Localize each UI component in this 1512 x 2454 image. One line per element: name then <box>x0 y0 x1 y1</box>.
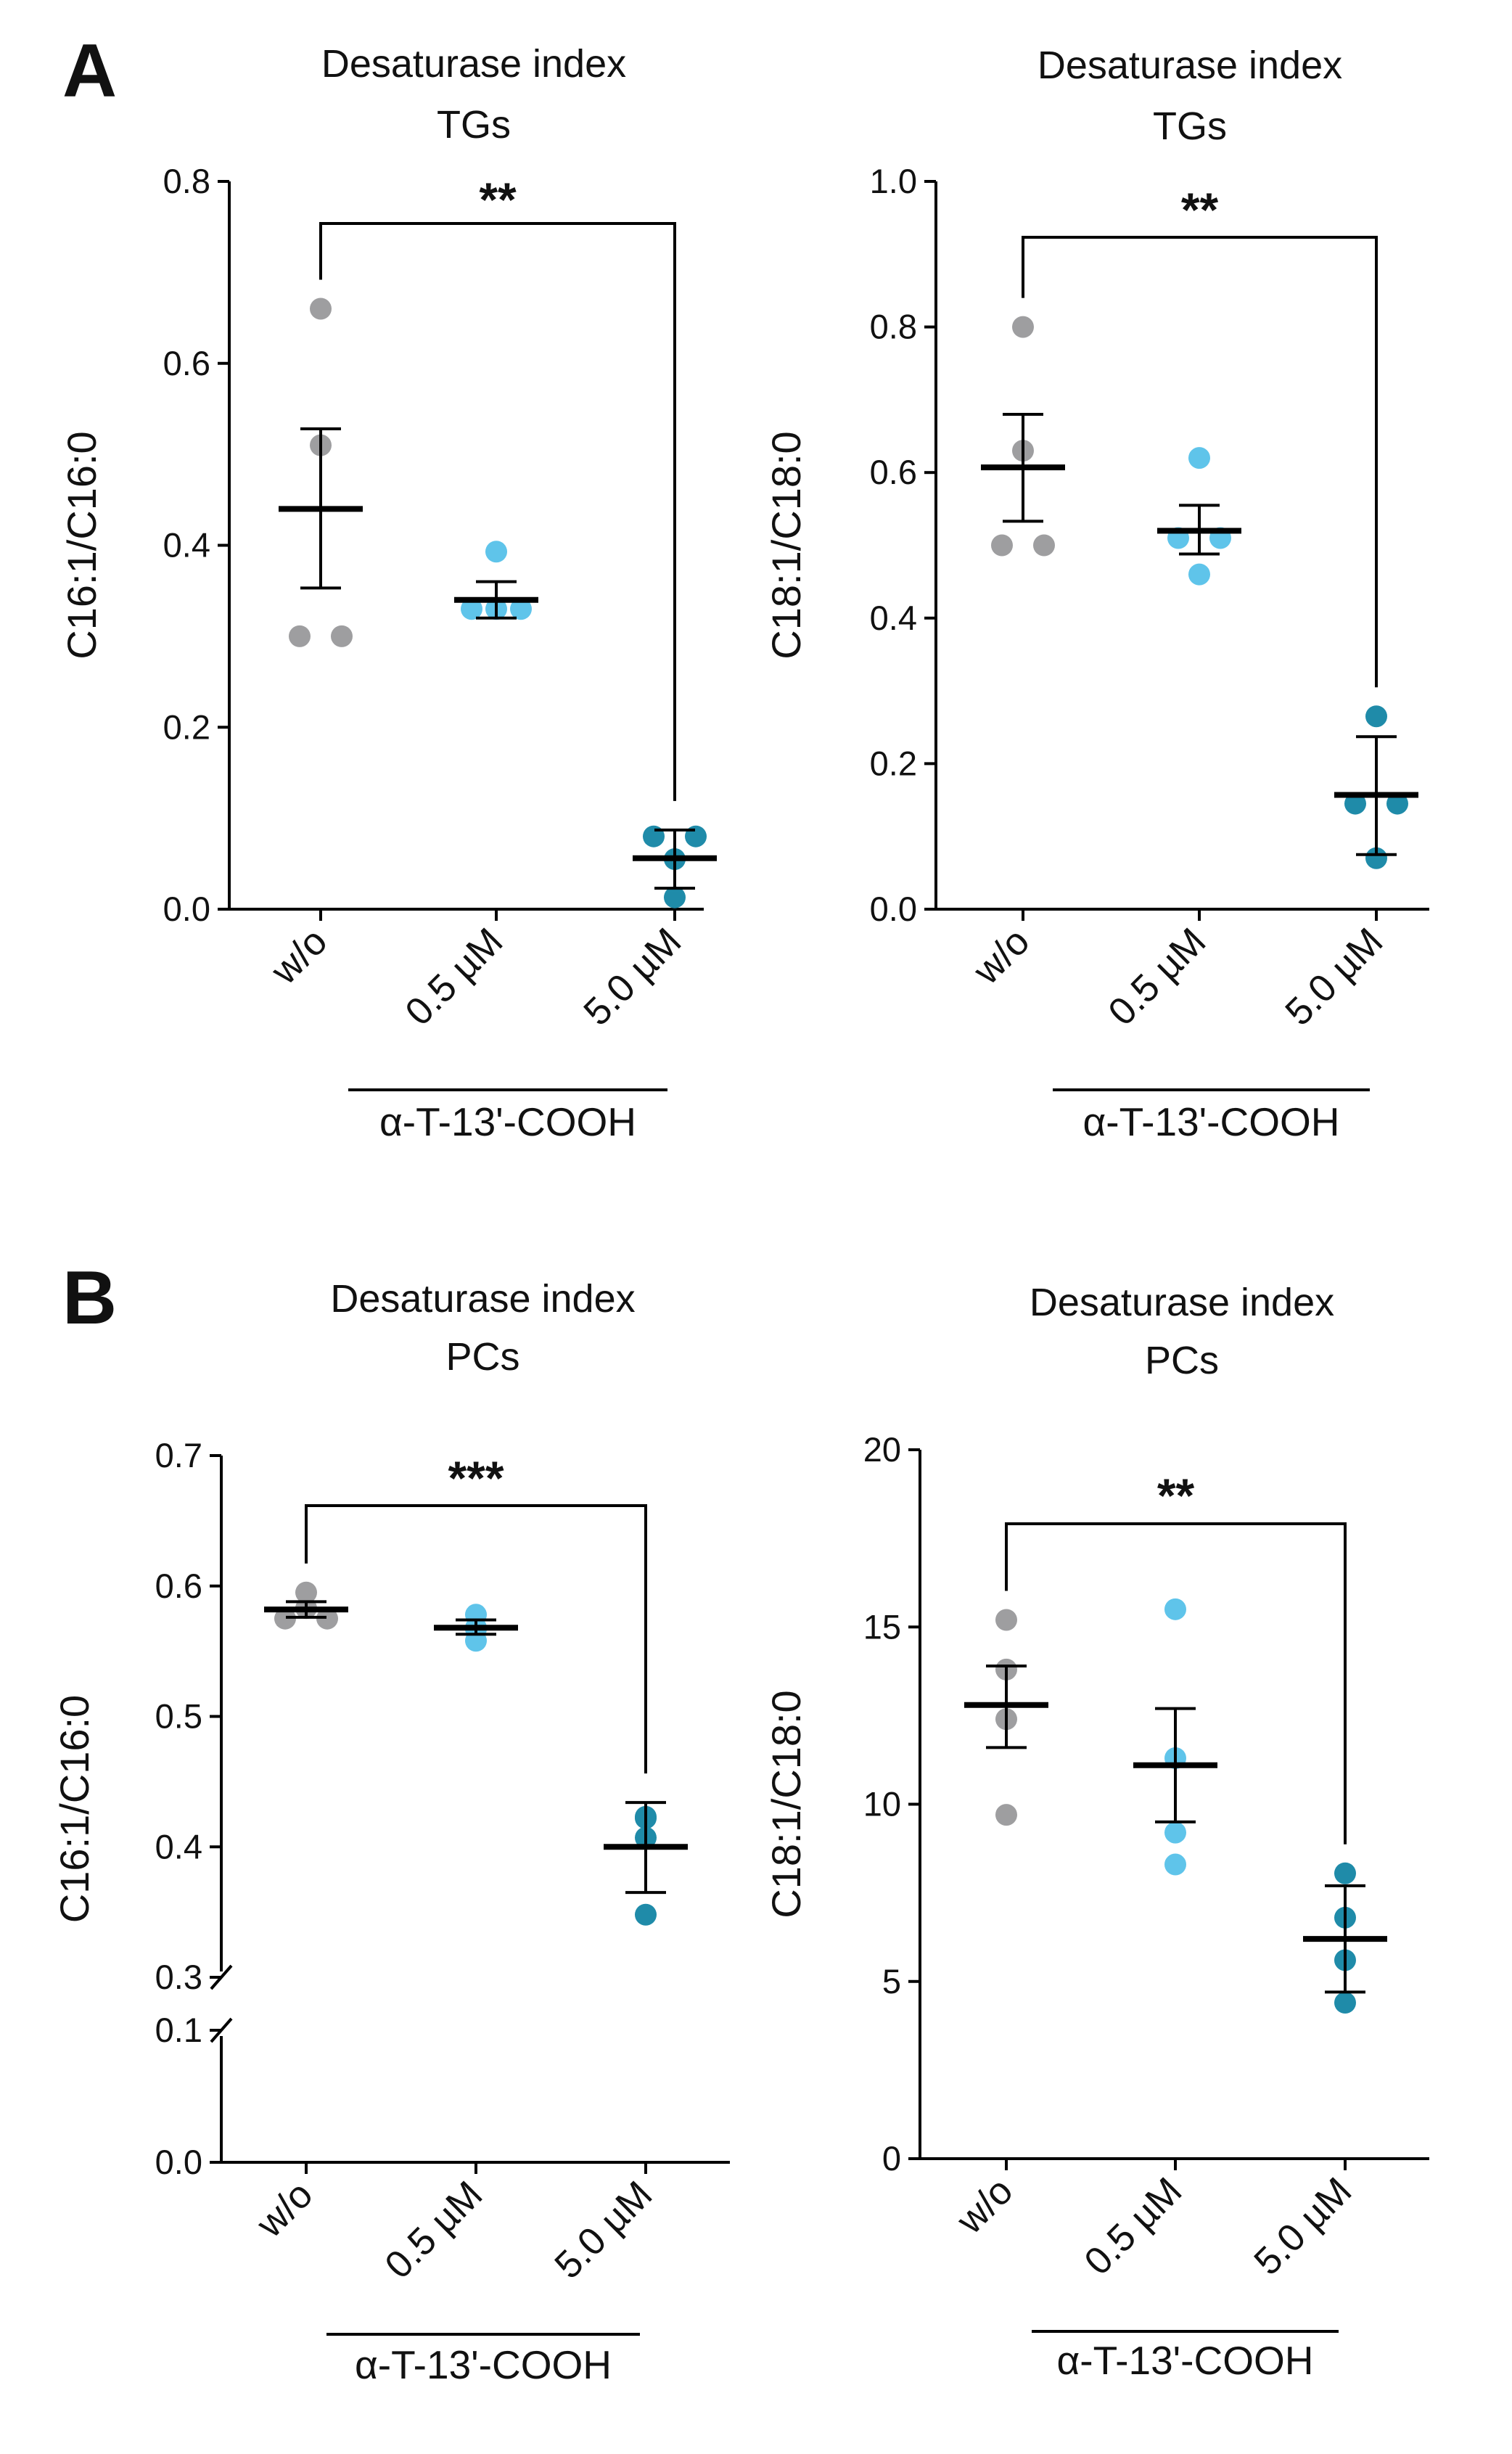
x-tick-label: 5.0 µM <box>546 2173 660 2287</box>
data-point <box>289 625 311 647</box>
chart-title: TGs <box>437 103 511 147</box>
y-tick-label: 0.4 <box>155 1827 202 1866</box>
y-tick-label: 0.4 <box>870 599 917 637</box>
y-axis-label: C18:1/C18:0 <box>763 1690 809 1918</box>
y-tick-label: 15 <box>863 1607 901 1646</box>
panel-letter-b: B <box>62 1256 117 1340</box>
y-tick-label: 0.0 <box>155 2143 202 2181</box>
y-axis-label: C18:1/C18:0 <box>763 431 809 659</box>
chart-4: Desaturase index PCs C18:1/C18:0 0 5 10 15 20 w/… <box>763 1281 1429 2383</box>
significance-bracket <box>1005 1522 1347 1844</box>
y-tick-label: 0.2 <box>870 744 917 782</box>
y-axis-label: C16:1/C16:0 <box>52 1695 97 1923</box>
data-point <box>635 1903 657 1926</box>
significance-bracket <box>1022 236 1378 688</box>
group-label: α-T-13'-COOH <box>355 2342 612 2387</box>
y-tick-label: 0.8 <box>870 308 917 346</box>
x-tick-label: 5.0 µM <box>1246 2170 1360 2283</box>
chart-title: PCs <box>445 1335 519 1379</box>
x-tick-label: w/o <box>263 920 336 993</box>
chart-title: Desaturase index <box>330 1277 635 1321</box>
y-tick-label: 0.4 <box>163 526 210 565</box>
data-point <box>1033 534 1055 557</box>
y-tick-label: 0.5 <box>155 1697 202 1736</box>
data-point <box>295 1581 317 1604</box>
x-tick-label: 5.0 µM <box>1277 920 1391 1034</box>
y-tick-label: 0 <box>882 2139 901 2178</box>
data-point <box>1344 792 1366 815</box>
data-point <box>1334 1992 1356 2014</box>
y-tick-label: 0.8 <box>163 162 210 200</box>
x-tick-label: w/o <box>948 2170 1022 2243</box>
data-point <box>1365 705 1387 728</box>
data-point <box>664 886 686 908</box>
data-point <box>1188 563 1210 586</box>
y-axis-label: C16:1/C16:0 <box>59 431 104 659</box>
data-point <box>1164 1853 1186 1876</box>
data-point <box>461 598 482 620</box>
data-point <box>310 297 332 320</box>
data-point <box>995 1804 1017 1826</box>
data-point <box>274 1607 296 1630</box>
y-tick-label: 0.3 <box>155 1958 202 1996</box>
chart-title: Desaturase index <box>321 42 626 86</box>
x-tick-label: w/o <box>965 920 1038 993</box>
data-point <box>1188 447 1210 469</box>
significance-bracket <box>305 1504 647 1774</box>
y-tick-label: 10 <box>863 1785 901 1823</box>
x-tick-label: 0.5 µM <box>377 2173 490 2287</box>
y-tick-label: 0.7 <box>155 1436 202 1474</box>
data-point <box>1334 1862 1356 1884</box>
group-label: α-T-13'-COOH <box>1057 2338 1314 2383</box>
y-tick-label: 0.1 <box>155 2011 202 2049</box>
data-point <box>510 598 532 620</box>
chart-title: PCs <box>1145 1339 1219 1382</box>
y-tick-label: 0.0 <box>163 890 210 928</box>
significance-label: ** <box>479 173 517 226</box>
data-point <box>1012 316 1034 338</box>
data-point <box>1386 792 1408 815</box>
data-point <box>995 1609 1017 1631</box>
data-point <box>1164 1598 1186 1620</box>
group-label: α-T-13'-COOH <box>1083 1099 1340 1144</box>
y-tick-label: 0.6 <box>163 344 210 382</box>
significance-label: ** <box>1181 183 1219 237</box>
chart-1: Desaturase index TGs C16:1/C16:0 0.0 0.2 0.4 0… <box>59 42 717 1144</box>
chart-title: Desaturase index <box>1038 44 1342 87</box>
x-tick-label: 5.0 µM <box>575 920 689 1034</box>
y-tick-label: 1.0 <box>870 162 917 200</box>
x-tick-label: 0.5 µM <box>1076 2170 1190 2283</box>
data-point <box>1164 1821 1186 1844</box>
chart-title: Desaturase index <box>1030 1281 1334 1324</box>
significance-bracket <box>319 222 676 801</box>
y-tick-label: 0.2 <box>163 707 210 746</box>
y-tick-label: 0.6 <box>155 1567 202 1605</box>
data-point <box>331 625 353 647</box>
group-label: α-T-13'-COOH <box>379 1099 636 1144</box>
data-point <box>991 534 1013 557</box>
significance-label: *** <box>448 1451 504 1505</box>
x-tick-label: 0.5 µM <box>1100 920 1214 1034</box>
data-point <box>485 541 507 563</box>
y-tick-label: 0.6 <box>870 453 917 491</box>
y-tick-label: 0.0 <box>870 890 917 928</box>
x-tick-label: w/o <box>248 2173 321 2246</box>
y-tick-label: 5 <box>882 1962 901 2000</box>
x-tick-label: 0.5 µM <box>397 920 511 1034</box>
data-point <box>316 1607 338 1630</box>
y-tick-label: 20 <box>863 1430 901 1469</box>
chart-3: Desaturase index PCs C16:1/C16:0 0.0 0.1 0.3 0… <box>52 1277 730 2387</box>
significance-label: ** <box>1157 1469 1195 1522</box>
panel-letter-a: A <box>62 29 117 113</box>
chart-2: Desaturase index TGs C18:1/C18:0 0.0 0.2 0.4 0… <box>763 44 1429 1144</box>
data-point <box>1365 847 1387 869</box>
chart-title: TGs <box>1153 104 1227 148</box>
